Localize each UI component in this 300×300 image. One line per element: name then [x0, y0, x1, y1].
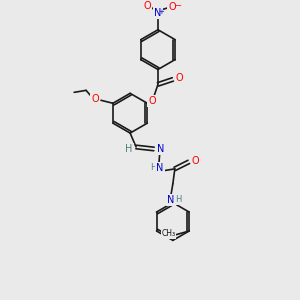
Text: N: N — [167, 195, 175, 205]
Text: +: + — [158, 9, 164, 15]
Text: H: H — [175, 195, 181, 204]
Text: O: O — [148, 96, 156, 106]
Text: O: O — [91, 94, 99, 104]
Text: N: N — [154, 8, 162, 18]
Text: O: O — [168, 2, 176, 12]
Text: H: H — [150, 164, 156, 172]
Text: CH₃: CH₃ — [161, 230, 176, 238]
Text: O: O — [192, 156, 200, 166]
Text: −: − — [174, 2, 181, 10]
Text: N: N — [157, 144, 165, 154]
Text: H: H — [125, 144, 133, 154]
Text: O: O — [143, 1, 151, 11]
Text: N: N — [156, 163, 164, 173]
Text: O: O — [176, 74, 184, 83]
